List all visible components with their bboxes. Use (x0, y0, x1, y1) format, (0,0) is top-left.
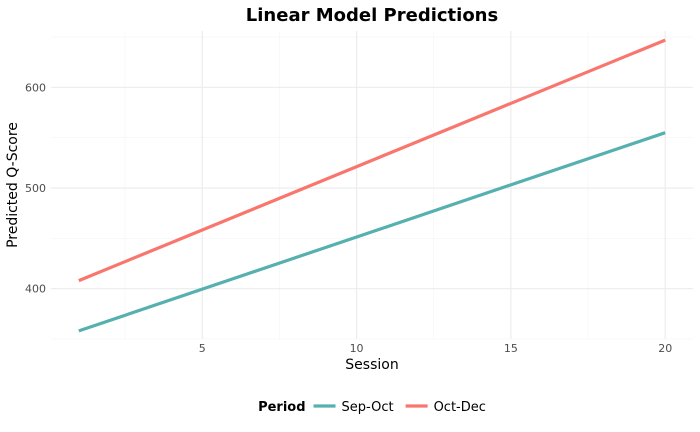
x-tick-label: 5 (199, 342, 206, 355)
series-line-sep-oct (78, 131, 666, 333)
y-tick-label: 500 (25, 182, 46, 195)
axis-ticks: 5 10 15 20 400 500 600 (25, 81, 672, 355)
chart-title: Linear Model Predictions (246, 5, 498, 26)
x-axis-title: Session (345, 357, 398, 373)
plot-series (78, 38, 666, 333)
legend-title: Period (258, 400, 305, 415)
legend-label: Oct-Dec (434, 400, 486, 415)
x-tick-label: 20 (658, 342, 672, 355)
legend: Period Sep-Oct Oct-Dec (258, 400, 486, 415)
legend-label: Sep-Oct (342, 400, 394, 415)
y-tick-label: 600 (25, 81, 46, 94)
series-line-oct-dec (78, 38, 666, 283)
x-tick-label: 15 (504, 342, 518, 355)
plot-grid (51, 31, 693, 340)
y-axis-title: Predicted Q-Score (5, 122, 21, 248)
y-tick-label: 400 (25, 283, 46, 296)
x-tick-label: 10 (350, 342, 364, 355)
